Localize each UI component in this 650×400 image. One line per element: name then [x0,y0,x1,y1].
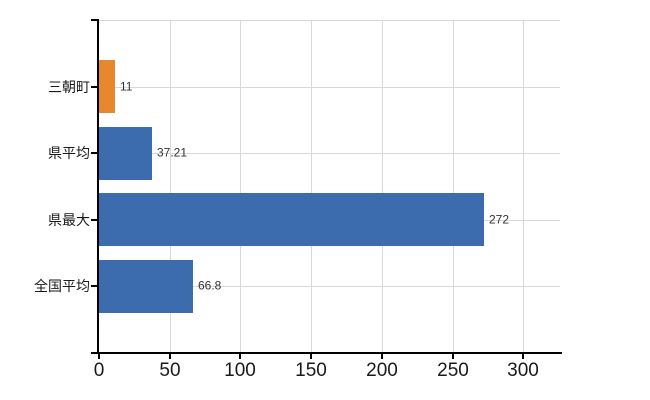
x-tick-mark [239,354,241,359]
bar [99,127,152,180]
x-tick-label: 50 [159,360,181,381]
x-gridline [311,20,312,353]
x-tick-label: 150 [295,360,327,381]
bar [99,260,193,313]
category-label: 三朝町 [48,78,90,95]
x-tick-label: 200 [366,360,398,381]
y-axis-end-tick [91,19,97,21]
x-tick-label: 0 [93,360,105,381]
x-tick-mark [98,354,100,359]
x-tick-mark [452,354,454,359]
bar [99,60,115,113]
value-label: 11 [120,79,133,94]
value-label: 37.21 [157,145,188,160]
plot-top-border [99,20,560,21]
y-axis [97,19,99,354]
y-tick-mark [91,219,97,221]
x-gridline [523,20,524,353]
x-gridline [453,20,454,353]
x-gridline [382,20,383,353]
y-gridline [99,153,560,154]
x-tick-label: 250 [437,360,469,381]
x-tick-mark [381,354,383,359]
y-tick-mark [91,285,97,287]
y-tick-mark [91,86,97,88]
x-gridline [240,20,241,353]
x-tick-label: 300 [507,360,539,381]
y-tick-mark [91,152,97,154]
x-tick-mark [310,354,312,359]
x-axis [91,352,562,354]
category-label: 県最大 [48,211,90,228]
value-label: 272 [489,212,510,227]
category-label: 全国平均 [34,278,90,295]
bar [99,193,484,246]
category-label: 県平均 [48,145,90,162]
x-tick-mark [169,354,171,359]
value-label: 66.8 [198,278,222,293]
y-gridline [99,87,560,88]
x-tick-label: 100 [224,360,256,381]
x-tick-mark [522,354,524,359]
x-gridline [170,20,171,353]
y-gridline [99,286,560,287]
